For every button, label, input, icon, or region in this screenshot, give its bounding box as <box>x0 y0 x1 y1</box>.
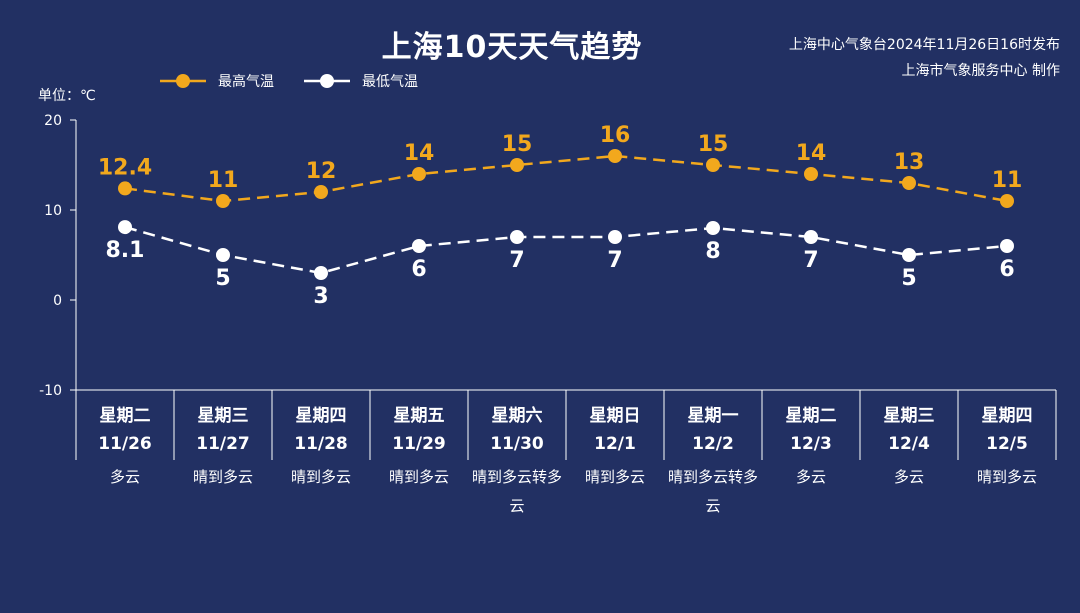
data-point-low <box>706 221 720 235</box>
source-info: 上海中心气象台2024年11月26日16时发布 上海市气象服务中心 制作 <box>640 32 1060 84</box>
category-day: 星期二 11/26 <box>76 402 174 458</box>
category-day: 星期四 11/28 <box>272 402 370 458</box>
data-point-high <box>412 167 426 181</box>
data-label-low: 8 <box>705 239 720 264</box>
weather-label: 晴到多云转多云 <box>668 468 759 515</box>
data-point-low <box>314 266 328 280</box>
category-day: 星期五 11/29 <box>370 402 468 458</box>
date-label: 12/3 <box>790 434 832 454</box>
weekday-label: 星期五 <box>393 406 445 426</box>
data-point-low <box>412 239 426 253</box>
data-label-low: 3 <box>313 284 328 309</box>
date-label: 11/29 <box>392 434 446 454</box>
category-day: 星期日 12/1 <box>566 402 664 458</box>
data-point-high <box>510 158 524 172</box>
chart-title: 上海10天天气趋势 <box>381 30 643 65</box>
weather-label: 晴到多云转多云 <box>472 468 563 515</box>
weather-label: 晴到多云 <box>584 468 645 486</box>
date-label: 12/5 <box>986 434 1028 454</box>
data-label-high: 13 <box>894 150 925 175</box>
category-day: 星期四 12/5 <box>958 402 1056 458</box>
y-tick-label: 0 <box>53 293 62 309</box>
weather-label: 晴到多云 <box>388 468 449 486</box>
data-point-low <box>510 230 524 244</box>
date-label: 11/28 <box>294 434 348 454</box>
data-label-low: 7 <box>607 248 622 273</box>
data-point-high <box>1000 194 1014 208</box>
data-label-low: 6 <box>999 257 1014 282</box>
data-label-high: 12 <box>306 159 337 184</box>
data-point-high <box>314 185 328 199</box>
legend-label-low: 最低气温 <box>362 74 418 90</box>
data-label-high: 15 <box>698 132 729 157</box>
weekday-label: 星期二 <box>99 406 151 426</box>
data-point-low <box>608 230 622 244</box>
data-label-high: 14 <box>404 141 435 166</box>
weekday-label: 星期四 <box>981 406 1033 426</box>
data-point-low <box>1000 239 1014 253</box>
source-line-publisher: 上海中心气象台2024年11月26日16时发布 <box>788 37 1060 53</box>
data-point-high <box>706 158 720 172</box>
weather-label: 晴到多云 <box>290 468 351 486</box>
date-label: 11/26 <box>98 434 152 454</box>
data-point-high <box>608 149 622 163</box>
data-label-high: 16 <box>600 123 631 148</box>
date-label: 12/2 <box>692 434 734 454</box>
date-label: 12/4 <box>888 434 930 454</box>
date-label: 11/30 <box>490 434 544 454</box>
data-point-high <box>216 194 230 208</box>
data-label-low: 7 <box>509 248 524 273</box>
weather-label: 晴到多云 <box>976 468 1037 486</box>
data-label-high: 11 <box>208 168 239 193</box>
weather-label: 多云 <box>109 468 140 486</box>
unit-label: 单位：℃ <box>38 88 96 104</box>
series-line-high <box>124 154 1008 203</box>
data-label-low: 8.1 <box>106 238 145 263</box>
weekday-label: 星期二 <box>785 406 837 426</box>
weather-label: 多云 <box>893 468 924 486</box>
series-line-low <box>124 225 1008 275</box>
data-label-high: 11 <box>992 168 1023 193</box>
legend-marker-high <box>160 74 206 88</box>
category-day: 星期一 12/2 <box>664 402 762 458</box>
data-label-low: 5 <box>215 266 230 291</box>
data-label-low: 5 <box>901 266 916 291</box>
weather-label: 晴到多云 <box>192 468 253 486</box>
weekday-label: 星期六 <box>491 406 543 426</box>
data-label-high: 14 <box>796 141 827 166</box>
category-day: 星期二 12/3 <box>762 402 860 458</box>
y-tick-label: 10 <box>44 203 62 219</box>
legend-marker-low <box>304 74 350 88</box>
y-tick-label: 20 <box>44 113 62 129</box>
source-line-producer: 上海市气象服务中心 制作 <box>901 63 1060 79</box>
data-label-high: 15 <box>502 132 533 157</box>
category-day: 星期六 11/30 <box>468 402 566 458</box>
weekday-label: 星期四 <box>295 406 347 426</box>
data-point-high <box>118 181 132 196</box>
y-tick-label: -10 <box>39 383 62 399</box>
weekday-label: 星期三 <box>197 406 249 426</box>
legend-item-low: 最低气温 <box>304 71 418 91</box>
category-day: 星期三 12/4 <box>860 402 958 458</box>
weekday-label: 星期一 <box>687 406 739 426</box>
data-label-high: 12.4 <box>98 155 152 180</box>
data-point-low <box>902 248 916 262</box>
data-point-low <box>804 230 818 244</box>
weather-label: 多云 <box>795 468 826 486</box>
legend-item-high: 最高气温 <box>160 71 274 91</box>
data-point-low <box>118 220 132 235</box>
legend-label-high: 最高气温 <box>218 74 274 90</box>
date-label: 12/1 <box>594 434 636 454</box>
data-label-low: 7 <box>803 248 818 273</box>
data-point-low <box>216 248 230 262</box>
date-label: 11/27 <box>196 434 250 454</box>
data-label-low: 6 <box>411 257 426 282</box>
category-day: 星期三 11/27 <box>174 402 272 458</box>
data-point-high <box>804 167 818 181</box>
weekday-label: 星期三 <box>883 406 935 426</box>
weekday-label: 星期日 <box>589 406 641 426</box>
data-point-high <box>902 176 916 190</box>
legend: 最高气温 最低气温 <box>160 71 418 91</box>
